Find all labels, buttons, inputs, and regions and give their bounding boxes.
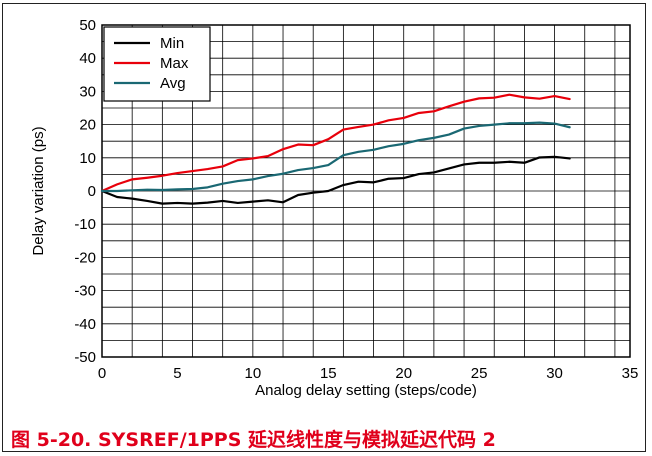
y-tick-label: 20 [79,117,96,134]
y-axis-label: Delay variation (ps) [30,126,47,255]
x-tick-label: 30 [546,365,563,382]
x-tick-label: 10 [245,365,262,382]
chart-series [100,93,571,205]
chart-tick-labels: 0 5 10 15 20 25 30 35 -50 -40 -30 -20 -10 0 10 20 30 40 50 [74,17,638,382]
y-tick-label: -40 [74,316,96,333]
series-line-avg [100,121,571,193]
legend-label: Avg [160,75,186,92]
x-tick-label: 5 [173,365,181,382]
x-tick-label: 35 [622,365,639,382]
y-tick-label: 30 [79,83,96,100]
delay-linearity-chart: 0 5 10 15 20 25 30 35 -50 -40 -30 -20 -10 0 10 20 30 40 50… [30,17,638,399]
y-tick-label: -20 [74,249,96,266]
x-tick-label: 15 [320,365,337,382]
figure-frame: 0 5 10 15 20 25 30 35 -50 -40 -30 -20 -10 0 10 20 30 40 50… [2,3,646,452]
y-tick-label: 0 [88,183,96,200]
y-tick-label: -50 [74,349,96,366]
y-tick-label: -30 [74,283,96,300]
series-line-min [100,155,571,205]
legend-label: Max [160,55,189,72]
chart-legend: Min Max Avg [103,26,211,102]
y-tick-label: -10 [74,216,96,233]
x-tick-label: 20 [395,365,412,382]
legend-label: Min [160,35,184,52]
y-tick-label: 10 [79,150,96,167]
figure-caption: 图 5-20. SYSREF/1PPS 延迟线性度与模拟延迟代码 2 [11,429,496,451]
x-tick-label: 0 [98,365,106,382]
y-tick-label: 40 [79,50,96,67]
y-tick-label: 50 [79,17,96,34]
x-axis-label: Analog delay setting (steps/code) [255,382,477,399]
series-line-max [100,93,571,193]
x-tick-label: 25 [471,365,488,382]
